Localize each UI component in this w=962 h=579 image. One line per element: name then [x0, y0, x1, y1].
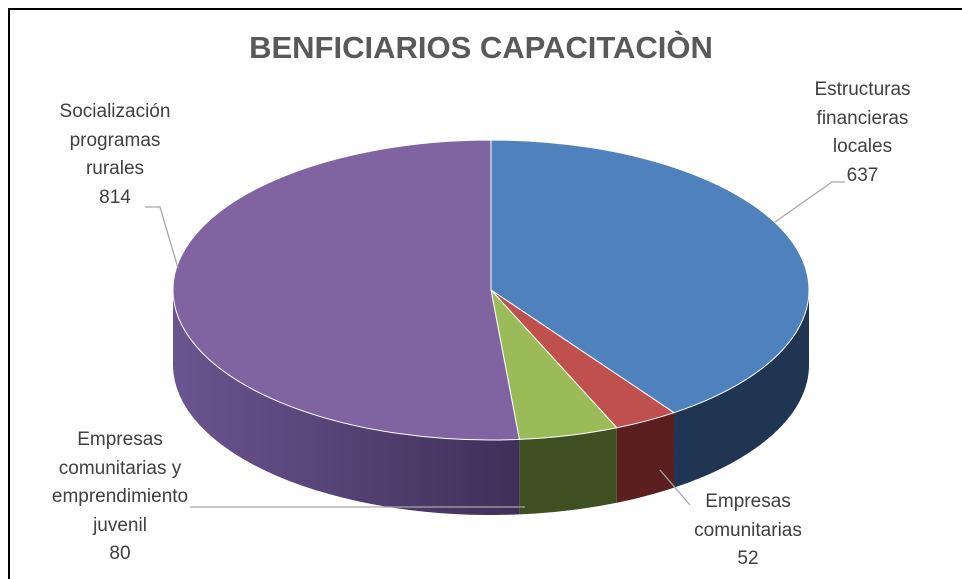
chart-frame [8, 8, 962, 579]
category-label: Empresas comunitarias y emprendimiento j… [51, 429, 189, 536]
slice-side [616, 412, 675, 503]
value-label: 80 [109, 543, 131, 564]
category-label: Empresas comunitarias [694, 491, 802, 541]
chart-title: BENFICIARIOS CAPACITACIÒN [249, 30, 713, 65]
value-label: 52 [737, 548, 759, 569]
data-label: Empresas comunitarias 52 [668, 488, 828, 574]
slice-side [519, 427, 617, 515]
data-label: Estructuras financieras locales 637 [800, 76, 925, 190]
data-label: Socialización programas rurales 814 [40, 98, 190, 212]
slice-side [674, 290, 809, 488]
value-label: 814 [99, 186, 131, 208]
data-label: Empresas comunitarias y emprendimiento j… [25, 426, 215, 569]
leader-line [659, 469, 691, 506]
slice [490, 139, 810, 414]
slice-side [173, 290, 520, 515]
leader-line [145, 206, 179, 269]
category-label: Estructuras financieras locales [814, 79, 911, 157]
value-label: 637 [846, 164, 879, 186]
slice [172, 139, 520, 441]
leader-line [774, 181, 845, 223]
category-label: Socialización programas rurales [59, 101, 171, 179]
